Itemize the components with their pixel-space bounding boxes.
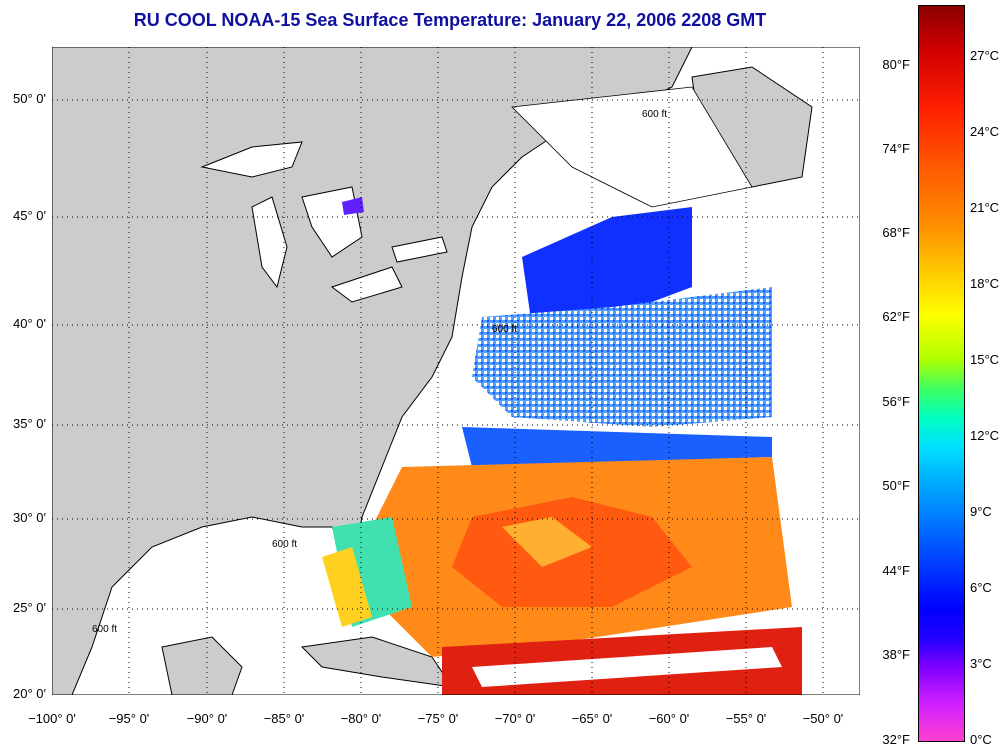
lake-ontario — [391, 236, 448, 263]
isobath-label: 600 ft — [92, 624, 117, 635]
lake-michigan — [251, 196, 288, 289]
lon-label: −65° 0' — [571, 711, 613, 726]
lon-label: −55° 0' — [725, 711, 767, 726]
fahrenheit-label: 62°F — [882, 309, 910, 324]
fahrenheit-label: 74°F — [882, 141, 910, 156]
isobath-label: 600 ft — [492, 324, 517, 335]
lon-label: −50° 0' — [802, 711, 844, 726]
lon-label: −95° 0' — [108, 711, 150, 726]
sst-florida-strait — [322, 547, 372, 627]
celsius-label: 9°C — [970, 504, 992, 519]
celsius-label: 6°C — [970, 580, 992, 595]
fahrenheit-label: 56°F — [882, 394, 910, 409]
isobath-label: 600 ft — [272, 539, 297, 550]
lat-label: 35° 0' — [13, 416, 46, 431]
sst-cloudy-mid — [472, 287, 772, 427]
celsius-label: 0°C — [970, 732, 992, 747]
map-title: RU COOL NOAA-15 Sea Surface Temperature:… — [133, 10, 767, 30]
lon-label: −90° 0' — [186, 711, 228, 726]
fahrenheit-label: 50°F — [882, 478, 910, 493]
fahrenheit-label: 68°F — [882, 225, 910, 240]
lat-label: 20° 0' — [13, 686, 46, 701]
sst-cold-front — [462, 427, 772, 467]
lat-label: 45° 0' — [13, 208, 46, 223]
lon-label: −75° 0' — [417, 711, 459, 726]
temperature-colorbar — [918, 5, 965, 742]
lon-label: −70° 0' — [494, 711, 536, 726]
fahrenheit-label: 38°F — [882, 647, 910, 662]
sst-cold-shelf — [522, 207, 692, 327]
lake-superior — [200, 141, 303, 178]
lat-label: 50° 0' — [13, 91, 46, 106]
celsius-label: 12°C — [970, 428, 1000, 443]
isobath-label: 600 ft — [642, 109, 667, 120]
fahrenheit-label: 44°F — [882, 563, 910, 578]
lon-label: −80° 0' — [340, 711, 382, 726]
celsius-label: 3°C — [970, 656, 992, 671]
celsius-label: 15°C — [970, 352, 1000, 367]
sst-map: 600 ft 600 ft 600 ft 600 ft — [52, 47, 860, 695]
fahrenheit-label: 32°F — [882, 732, 910, 747]
land-mexico — [161, 636, 243, 695]
lat-label: 30° 0' — [13, 510, 46, 525]
lake-erie — [330, 266, 403, 303]
lon-label: −100° 0' — [28, 711, 76, 726]
celsius-label: 18°C — [970, 276, 1000, 291]
celsius-label: 24°C — [970, 124, 1000, 139]
lat-label: 25° 0' — [13, 600, 46, 615]
lon-label: −85° 0' — [263, 711, 305, 726]
lat-label: 40° 0' — [13, 316, 46, 331]
celsius-label: 27°C — [970, 48, 1000, 63]
fahrenheit-label: 80°F — [882, 57, 910, 72]
celsius-label: 21°C — [970, 200, 1000, 215]
lon-label: −60° 0' — [648, 711, 690, 726]
